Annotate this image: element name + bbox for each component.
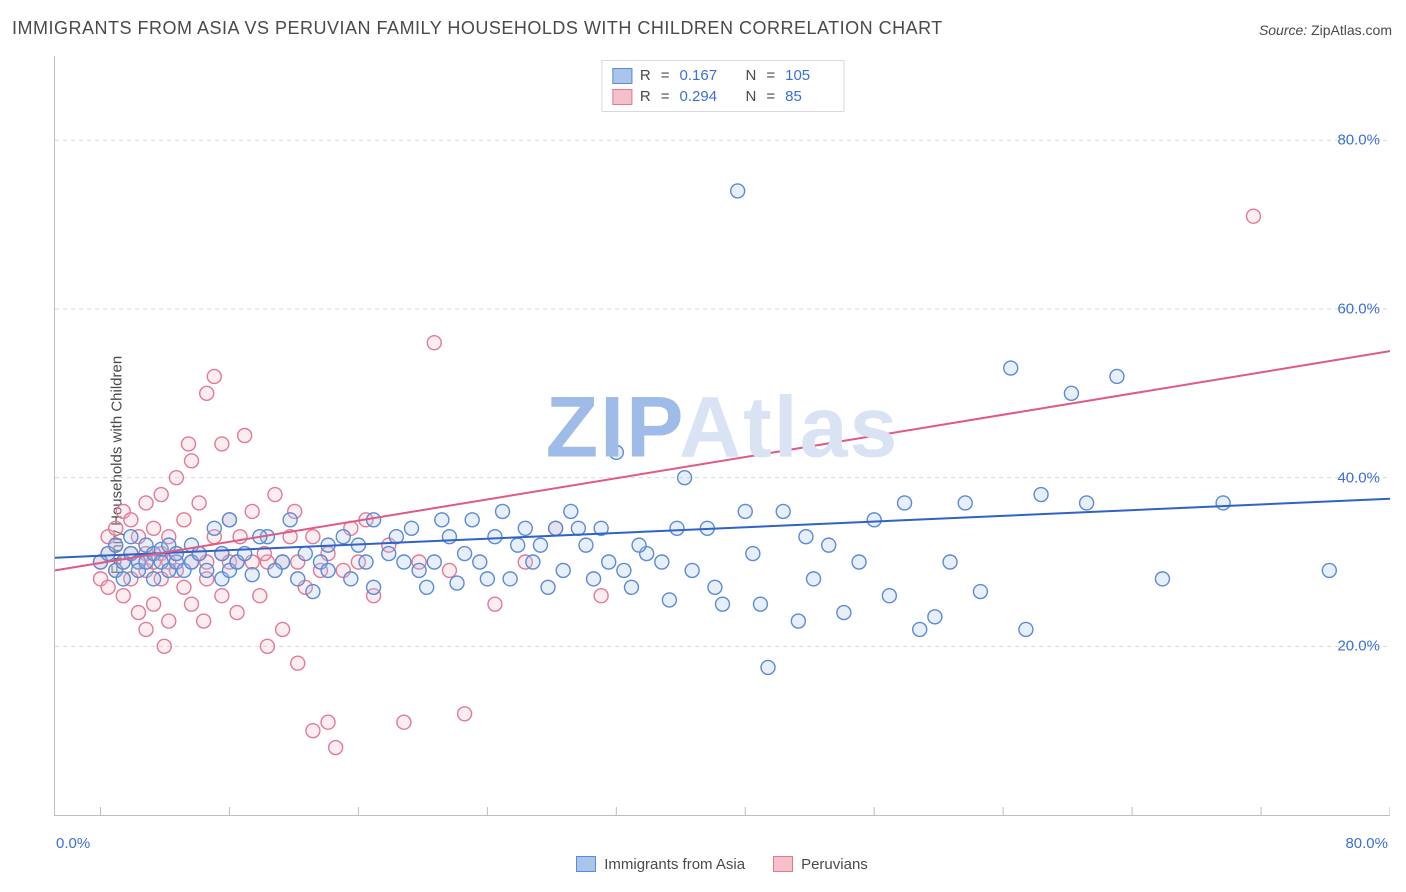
y-axis-tick-label: 60.0% bbox=[1337, 301, 1380, 318]
source-value: ZipAtlas.com bbox=[1311, 22, 1392, 38]
legend-n-value-asia: 105 bbox=[785, 67, 829, 84]
legend-r-value-peruvians: 0.294 bbox=[680, 88, 724, 105]
legend-r-label-asia: R bbox=[640, 67, 651, 84]
equals-sign: = bbox=[766, 88, 775, 105]
legend-n-label-peruvians: N bbox=[746, 88, 757, 105]
source-label: Source: bbox=[1259, 22, 1307, 38]
equals-sign: = bbox=[766, 67, 775, 84]
legend-n-value-peruvians: 85 bbox=[785, 88, 829, 105]
legend-swatch-asia bbox=[576, 856, 596, 872]
legend-bottom-item-asia: Immigrants from Asia bbox=[576, 856, 745, 873]
equals-sign: = bbox=[661, 67, 670, 84]
y-axis-tick-label: 80.0% bbox=[1337, 132, 1380, 149]
chart-title: IMMIGRANTS FROM ASIA VS PERUVIAN FAMILY … bbox=[12, 18, 943, 39]
legend-r-label-peruvians: R bbox=[640, 88, 651, 105]
legend-bottom-label-peruvians: Peruvians bbox=[801, 856, 868, 873]
plot-area: R = 0.167 N = 105 R = 0.294 N = 85 bbox=[54, 56, 1390, 816]
y-axis-tick-label: 20.0% bbox=[1337, 638, 1380, 655]
plot-svg bbox=[55, 56, 1390, 815]
legend-top: R = 0.167 N = 105 R = 0.294 N = 85 bbox=[601, 60, 844, 112]
legend-swatch-peruvians bbox=[612, 89, 632, 105]
page-root: IMMIGRANTS FROM ASIA VS PERUVIAN FAMILY … bbox=[0, 0, 1406, 892]
legend-n-label-asia: N bbox=[746, 67, 757, 84]
equals-sign: = bbox=[661, 88, 670, 105]
source-attribution: Source: ZipAtlas.com bbox=[1259, 22, 1392, 38]
legend-bottom-item-peruvians: Peruvians bbox=[773, 856, 868, 873]
legend-swatch-peruvians bbox=[773, 856, 793, 872]
y-axis-tick-label: 40.0% bbox=[1337, 469, 1380, 486]
legend-r-value-asia: 0.167 bbox=[680, 67, 724, 84]
legend-bottom: Immigrants from Asia Peruvians bbox=[54, 850, 1390, 878]
legend-top-row-asia: R = 0.167 N = 105 bbox=[612, 65, 829, 86]
legend-bottom-label-asia: Immigrants from Asia bbox=[604, 856, 745, 873]
legend-swatch-asia bbox=[612, 68, 632, 84]
legend-top-row-peruvians: R = 0.294 N = 85 bbox=[612, 86, 829, 107]
chart-container: Family Households with Children R = 0.16… bbox=[12, 52, 1394, 878]
